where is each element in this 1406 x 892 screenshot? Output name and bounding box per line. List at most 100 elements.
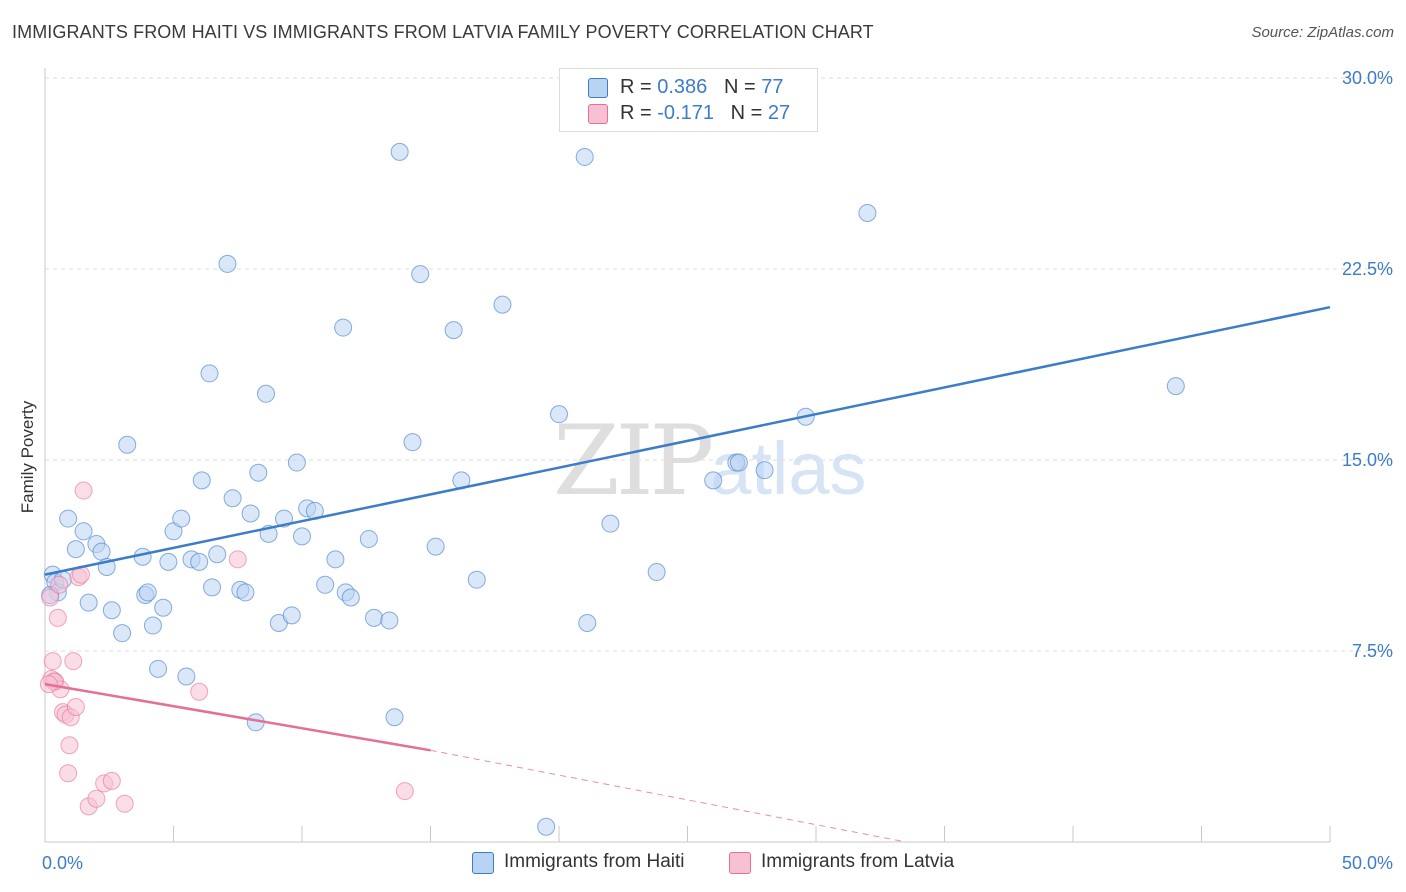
bottom-legend-label-haiti: Immigrants from Haiti bbox=[504, 851, 685, 872]
point-haiti-52 bbox=[364, 608, 383, 627]
point-haiti-67 bbox=[601, 514, 620, 533]
legend-n-value-latvia: 27 bbox=[767, 102, 791, 124]
point-haiti-12 bbox=[113, 624, 132, 643]
chart-title: IMMIGRANTS FROM HAITI VS IMMIGRANTS FROM… bbox=[12, 22, 874, 42]
trendline-latvia bbox=[44, 682, 431, 752]
point-latvia-20 bbox=[115, 794, 134, 813]
point-haiti-61 bbox=[467, 570, 486, 589]
point-haiti-5 bbox=[66, 540, 85, 559]
point-latvia-21 bbox=[190, 682, 209, 701]
point-haiti-6 bbox=[74, 522, 93, 541]
point-haiti-25 bbox=[190, 552, 209, 571]
point-haiti-28 bbox=[203, 578, 222, 597]
trendline-latvia-extension bbox=[430, 749, 907, 843]
point-haiti-72 bbox=[755, 461, 774, 480]
point-haiti-11 bbox=[102, 601, 121, 620]
point-haiti-33 bbox=[236, 583, 255, 602]
legend-r-label-latvia: R = bbox=[620, 102, 658, 124]
point-haiti-13 bbox=[118, 435, 137, 454]
legend: R = 0.386 N = 77 R = -0.171 N = 27 bbox=[559, 68, 818, 132]
point-haiti-66 bbox=[578, 613, 597, 632]
point-latvia-4 bbox=[48, 608, 67, 627]
point-haiti-63 bbox=[537, 817, 556, 836]
x-tick-label-1: 50.0% bbox=[1342, 853, 1393, 873]
point-haiti-62 bbox=[493, 295, 512, 314]
point-haiti-54 bbox=[385, 708, 404, 727]
bottom-legend-swatch-latvia bbox=[729, 852, 751, 874]
point-haiti-17 bbox=[143, 616, 162, 635]
bottom-legend-label-latvia: Immigrants from Latvia bbox=[761, 851, 955, 872]
legend-n-value-haiti: 77 bbox=[761, 76, 784, 98]
watermark-zip: ZIP bbox=[553, 405, 714, 517]
bottom-legend-swatch-haiti bbox=[472, 852, 494, 874]
point-latvia-25 bbox=[50, 575, 69, 594]
point-haiti-7 bbox=[79, 593, 98, 612]
point-haiti-4 bbox=[59, 509, 78, 528]
legend-r-label-haiti: R = bbox=[620, 76, 658, 98]
point-haiti-16 bbox=[138, 583, 157, 602]
point-haiti-59 bbox=[444, 321, 463, 340]
point-haiti-34 bbox=[241, 504, 260, 523]
point-haiti-9 bbox=[92, 542, 111, 561]
point-haiti-31 bbox=[223, 489, 242, 508]
point-haiti-30 bbox=[218, 254, 237, 273]
point-latvia-22 bbox=[228, 550, 247, 569]
point-haiti-46 bbox=[316, 575, 335, 594]
y-tick-label-1: 15.0% bbox=[1342, 450, 1393, 470]
point-haiti-27 bbox=[200, 364, 219, 383]
trendline-haiti bbox=[44, 305, 1331, 576]
y-tick-label-2: 22.5% bbox=[1342, 259, 1393, 279]
point-haiti-65 bbox=[575, 147, 594, 166]
point-haiti-57 bbox=[411, 265, 430, 284]
point-haiti-55 bbox=[390, 142, 409, 161]
point-latvia-15 bbox=[74, 481, 93, 500]
point-latvia-2 bbox=[43, 652, 62, 671]
point-haiti-19 bbox=[154, 598, 173, 617]
point-haiti-18 bbox=[149, 659, 168, 678]
point-haiti-20 bbox=[159, 552, 178, 571]
point-haiti-56 bbox=[403, 433, 422, 452]
point-haiti-74 bbox=[858, 203, 877, 222]
legend-n-label-latvia: N = bbox=[730, 102, 768, 124]
point-haiti-69 bbox=[704, 471, 723, 490]
source-note: Source: ZipAtlas.com bbox=[1251, 24, 1394, 41]
legend-swatch-latvia bbox=[588, 104, 608, 124]
point-latvia-19 bbox=[102, 771, 121, 790]
point-latvia-12 bbox=[66, 698, 85, 717]
point-haiti-48 bbox=[334, 318, 353, 337]
point-haiti-50 bbox=[341, 588, 360, 607]
y-tick-label-3: 30.0% bbox=[1342, 68, 1393, 88]
legend-r-value-haiti: 0.386 bbox=[657, 76, 708, 98]
point-haiti-42 bbox=[287, 453, 306, 472]
point-haiti-71 bbox=[729, 453, 748, 472]
point-haiti-58 bbox=[426, 537, 445, 556]
point-haiti-53 bbox=[380, 611, 399, 630]
point-latvia-23 bbox=[395, 782, 414, 801]
point-haiti-51 bbox=[359, 529, 378, 548]
point-haiti-43 bbox=[293, 527, 311, 546]
point-haiti-75 bbox=[1166, 377, 1185, 396]
y-tick-label-0: 7.5% bbox=[1352, 641, 1393, 661]
point-haiti-47 bbox=[326, 550, 345, 569]
point-haiti-68 bbox=[647, 563, 666, 582]
point-latvia-9 bbox=[60, 736, 79, 755]
point-latvia-11 bbox=[64, 652, 83, 671]
point-haiti-36 bbox=[249, 463, 268, 482]
point-haiti-64 bbox=[550, 405, 568, 424]
legend-r-value-latvia: -0.171 bbox=[657, 102, 714, 124]
point-haiti-26 bbox=[192, 471, 211, 490]
legend-text-latvia: R = -0.171 N = 27 bbox=[620, 102, 790, 125]
point-haiti-37 bbox=[257, 384, 276, 403]
x-tick-label-0: 0.0% bbox=[42, 853, 83, 873]
watermark: ZIPatlas bbox=[553, 405, 867, 517]
legend-text-haiti: R = 0.386 N = 77 bbox=[620, 76, 783, 99]
point-latvia-0 bbox=[41, 588, 60, 607]
point-latvia-8 bbox=[59, 764, 78, 783]
legend-n-label-haiti: N = bbox=[723, 76, 762, 98]
point-haiti-41 bbox=[282, 606, 301, 625]
legend-swatch-haiti bbox=[588, 78, 608, 98]
point-haiti-29 bbox=[208, 545, 227, 564]
point-latvia-17 bbox=[87, 789, 106, 808]
point-haiti-22 bbox=[172, 509, 191, 528]
